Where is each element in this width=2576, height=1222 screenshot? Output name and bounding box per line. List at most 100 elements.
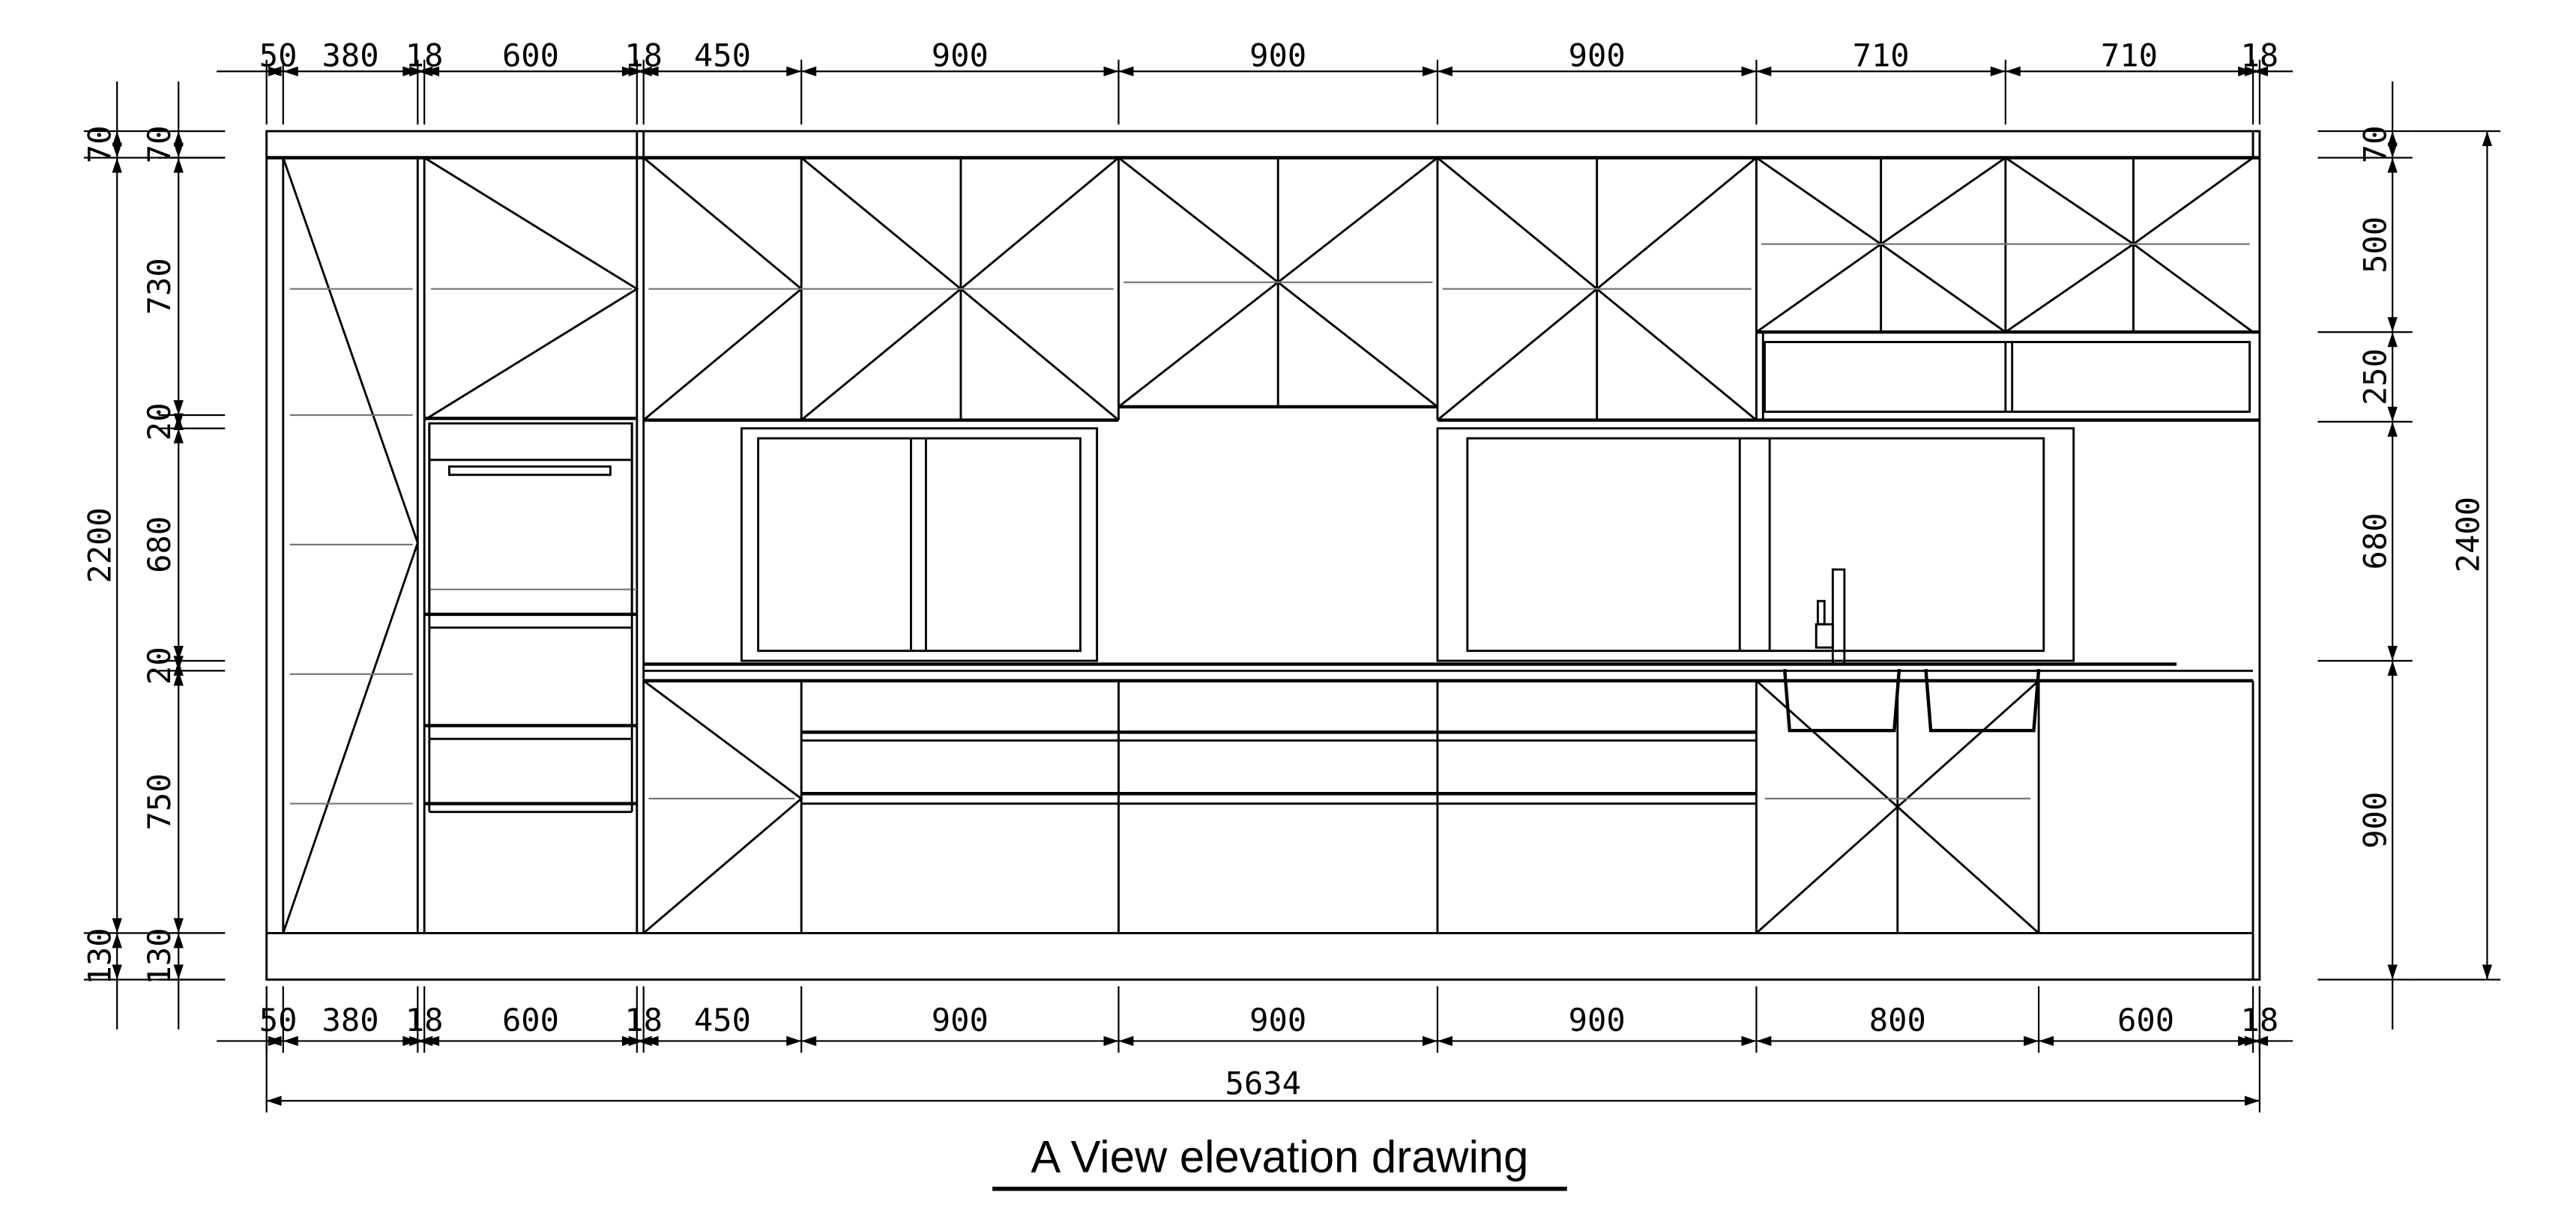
dimension-arrow — [628, 1035, 644, 1047]
dimension-arrow — [643, 66, 659, 76]
countertop — [643, 662, 2254, 683]
dimension-arrow — [173, 933, 184, 949]
dimension-arrow — [1437, 66, 1453, 76]
cabinet-outline — [265, 130, 2261, 981]
dimension-arrow — [2253, 66, 2268, 76]
dimension-label: 500 — [2356, 217, 2393, 273]
dimension-label: 250 — [2356, 348, 2393, 405]
dimension-arrow — [173, 646, 184, 661]
dimension-label: 900 — [1249, 1002, 1306, 1038]
dimension-arrow — [1422, 66, 1438, 76]
dimension-arrow — [2387, 660, 2398, 676]
dimension-label: 450 — [694, 37, 751, 74]
dimension-arrow — [424, 66, 440, 76]
dimension-arrow — [409, 66, 425, 76]
dimension-arrow — [2244, 1095, 2260, 1106]
dimension-label: 680 — [2356, 512, 2393, 569]
oven-handle — [447, 465, 612, 477]
wall-cabinets — [642, 157, 2260, 422]
window-left — [740, 427, 1099, 662]
dimension-arrow — [1741, 1035, 1757, 1047]
dimension-arrow — [1756, 66, 1772, 76]
dimension-label: 130 — [81, 928, 118, 984]
dimension-arrow — [424, 1035, 440, 1047]
dimension-arrow — [2024, 1035, 2039, 1047]
dimension-arrow — [283, 66, 298, 76]
dimension-arrow — [173, 413, 184, 429]
dimension-arrow — [2244, 66, 2260, 76]
dimension-arrow — [112, 157, 122, 173]
double-sink — [1782, 668, 2041, 733]
dimension-arrow — [1437, 1035, 1453, 1047]
dimension-arrow — [173, 157, 184, 173]
dimension-arrow — [628, 66, 644, 76]
dimension-label: 70 — [2356, 125, 2393, 163]
dimension-label: 70 — [81, 125, 118, 163]
dimension-label: 710 — [2101, 37, 2158, 74]
dimension-arrow — [2387, 142, 2398, 158]
dimension-arrow — [112, 142, 122, 158]
dimension-arrow — [801, 66, 817, 76]
dimension-label: 380 — [322, 37, 379, 74]
dimension-arrow — [2387, 421, 2398, 437]
dimension-arrow — [173, 428, 184, 444]
dimension-arrow — [283, 1035, 298, 1047]
dimension-label: 680 — [141, 516, 178, 573]
dimension-label: 600 — [2117, 1002, 2174, 1038]
dimension-label: 730 — [141, 258, 178, 315]
dimension-label: 2400 — [2449, 497, 2486, 572]
base-cabinets — [642, 680, 2040, 934]
open-shelf — [1764, 341, 2251, 414]
dimension-arrow — [173, 131, 184, 147]
dimension-arrow — [2244, 1035, 2260, 1047]
dimension-label: 900 — [1569, 1002, 1626, 1038]
oven-column — [423, 131, 645, 934]
dimension-arrow — [2387, 406, 2398, 422]
dimension-arrow — [112, 918, 122, 934]
drawing-title: A View elevation drawing — [1031, 1132, 1528, 1182]
dimension-label: 450 — [694, 1002, 751, 1038]
dimension-arrow — [2387, 131, 2398, 147]
dimension-arrow — [173, 142, 184, 158]
dimension-arrow — [2387, 317, 2398, 333]
dimension-arrow — [1756, 1035, 1772, 1047]
dimension-label: 900 — [2356, 792, 2393, 849]
dimension-arrow — [801, 1035, 817, 1047]
dimension-label: 18 — [2241, 37, 2279, 74]
dimension-arrow — [2005, 66, 2021, 76]
dimension-label: 600 — [502, 1002, 559, 1038]
dimension-arrow — [409, 1035, 425, 1047]
dimension-arrow — [643, 1035, 659, 1047]
window-right — [1436, 427, 2075, 662]
dimension-label: 900 — [932, 1002, 989, 1038]
dimension-arrow — [1118, 66, 1134, 76]
dimension-label: 50 — [259, 1002, 298, 1038]
dimension-label: 600 — [502, 37, 559, 74]
dimension-arrow — [1103, 66, 1119, 76]
dimension-arrow — [173, 918, 184, 934]
dimension-label: 900 — [1249, 37, 1306, 74]
dimension-label: 750 — [141, 773, 178, 830]
dimension-label: 800 — [1869, 1002, 1926, 1038]
dimension-arrow — [1103, 1035, 1119, 1047]
dimension-arrow — [2387, 332, 2398, 348]
dimension-arrow — [2387, 646, 2398, 661]
dimension-arrow — [786, 66, 802, 76]
dimension-label: 130 — [141, 928, 178, 984]
dimension-label: 20 — [141, 403, 178, 441]
dimension-label: 900 — [1569, 37, 1626, 74]
dimension-arrow — [112, 131, 122, 147]
dimension-arrow — [2482, 964, 2493, 980]
faucet-icon — [1815, 568, 1846, 665]
dimension-label: 18 — [624, 1002, 663, 1038]
dimension-arrow — [173, 400, 184, 416]
cabinet-elevation — [265, 130, 2261, 981]
dimension-arrow — [268, 66, 283, 76]
dimension-arrow — [2387, 157, 2398, 173]
dimension-label: 380 — [322, 1002, 379, 1038]
dimension-arrow — [1741, 66, 1757, 76]
dimension-arrow — [2387, 964, 2398, 980]
dimension-arrow — [112, 933, 122, 949]
